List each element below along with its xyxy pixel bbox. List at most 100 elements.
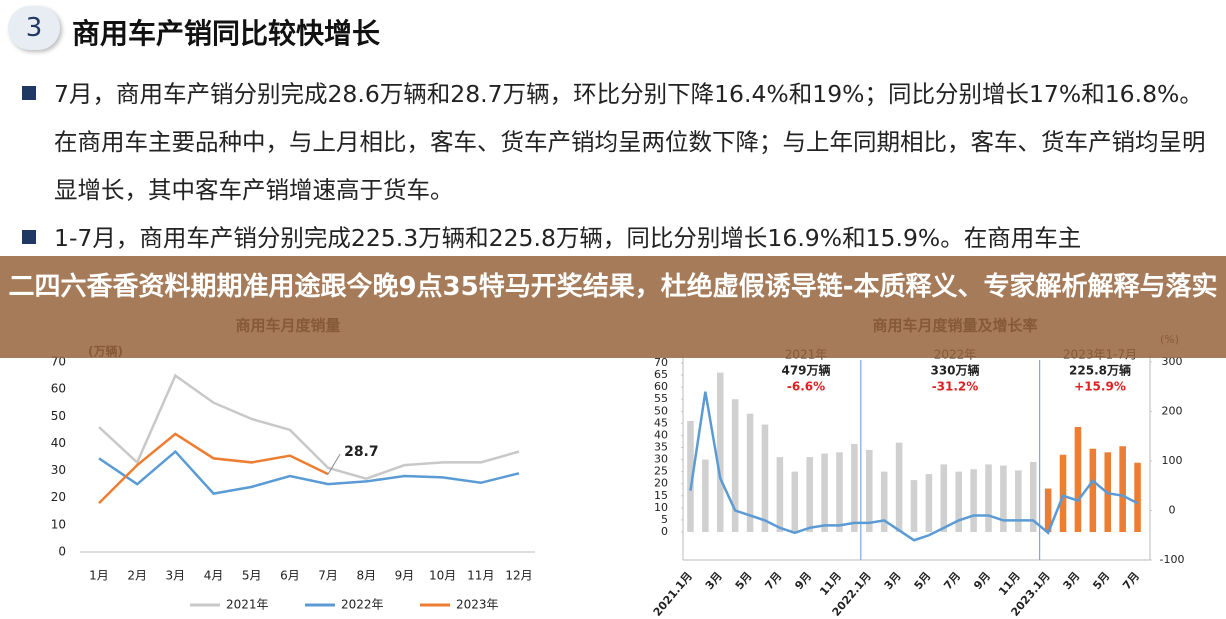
bar — [940, 464, 948, 532]
x-tick-label: 3月 — [703, 570, 725, 593]
bar — [955, 471, 962, 532]
bar — [806, 457, 813, 532]
x-tick-label: 3月 — [1061, 570, 1083, 593]
leader-line — [327, 453, 341, 475]
bullet-text: 1-7月，商用车产销分别完成225.3万辆和225.8万辆，同比分别增长16.9… — [54, 224, 1082, 252]
x-tick-label: 7月 — [318, 569, 338, 583]
y-tick-label: 5 — [661, 513, 668, 526]
y-tick-label: 65 — [654, 368, 668, 381]
bullet: 7月，商用车产销分别完成28.6万辆和28.7万辆，环比分别下降16.4%和19… — [22, 70, 1212, 214]
bar — [910, 480, 918, 532]
x-tick-label: 5月 — [733, 570, 755, 593]
annotation: -6.6% — [787, 380, 825, 394]
section-title: 商用车产销同比较快增长 — [72, 17, 381, 50]
bar — [821, 453, 828, 532]
bullet-text: 7月，商用车产销分别完成28.6万辆和28.7万辆，环比分别下降16.4%和19… — [54, 80, 1206, 204]
bar — [1015, 470, 1022, 532]
bar — [880, 471, 888, 532]
y-tick-label: 25 — [654, 465, 668, 478]
bar — [1044, 488, 1052, 532]
x-tick-label: 3月 — [882, 570, 904, 593]
bar — [687, 420, 694, 532]
bullet-marker — [22, 86, 36, 100]
bar — [776, 457, 784, 532]
x-tick-label: 4月 — [204, 569, 224, 583]
legend-label: 2022年 — [341, 598, 384, 612]
legend-label: 2023年 — [456, 598, 499, 612]
bar — [836, 452, 843, 532]
bar — [791, 471, 799, 532]
x-tick-label: 11月 — [996, 570, 1023, 599]
bar — [1119, 446, 1126, 532]
bullet-marker — [22, 230, 36, 244]
bar — [925, 474, 933, 532]
y-tick-label: 60 — [654, 380, 668, 393]
bar — [1000, 465, 1007, 532]
annotation: -31.2% — [932, 380, 979, 394]
annotation: 28.7 — [344, 444, 379, 460]
x-tick-label: 5月 — [242, 569, 262, 583]
x-tick-label: 3月 — [166, 569, 186, 583]
annotation: 479万辆 — [781, 363, 830, 378]
bar — [1059, 454, 1067, 532]
series-line — [98, 373, 520, 481]
y2-tick-label: 0 — [1169, 504, 1176, 517]
x-tick-label: 5月 — [1090, 570, 1112, 593]
y-tick-label: 70 — [654, 356, 668, 369]
y-tick-label: 30 — [51, 463, 66, 477]
bar — [1074, 426, 1082, 532]
bar — [731, 399, 739, 532]
annotation: +15.9% — [1074, 380, 1126, 394]
y2-tick-label: -100 — [1160, 553, 1185, 566]
x-tick-label: 2月 — [127, 569, 147, 583]
series-line — [98, 449, 520, 495]
x-tick-label: 10月 — [429, 569, 456, 583]
bullet: 1-7月，商用车产销分别完成225.3万辆和225.8万辆，同比分别增长16.9… — [22, 214, 1212, 262]
x-tick-label: 9月 — [971, 570, 993, 593]
bar — [1134, 462, 1141, 532]
x-tick-label: 1月 — [89, 569, 109, 583]
y2-tick-label: 300 — [1162, 355, 1183, 368]
x-tick-label: 11月 — [467, 569, 494, 583]
y-tick-label: 45 — [654, 416, 668, 429]
x-tick-label: 5月 — [912, 570, 934, 593]
y-tick-label: 20 — [654, 477, 668, 490]
y-tick-label: 40 — [51, 436, 66, 450]
x-tick-label: 7月 — [763, 570, 785, 593]
y-tick-label: 55 — [654, 392, 668, 405]
x-tick-label: 2021.1月 — [651, 570, 695, 619]
bar — [970, 469, 977, 532]
y-tick-label: 0 — [58, 545, 66, 559]
x-tick-label: 11月 — [817, 570, 844, 599]
y-tick-label: 40 — [654, 428, 668, 441]
bar — [702, 459, 709, 532]
y-tick-label: 15 — [654, 489, 668, 502]
x-tick-label: 12月 — [505, 569, 532, 583]
x-tick-label: 7月 — [941, 570, 963, 593]
y-tick-label: 30 — [654, 453, 668, 466]
legend-label: 2021年 — [226, 598, 269, 612]
x-tick-label: 9月 — [395, 569, 415, 583]
bar — [761, 424, 769, 532]
bar — [1029, 461, 1037, 532]
y-tick-label: 60 — [51, 382, 66, 396]
bar — [895, 442, 903, 532]
y-tick-label: 70 — [51, 355, 66, 369]
y-tick-label: 20 — [51, 490, 66, 504]
bar — [716, 372, 724, 532]
x-tick-label: 8月 — [356, 569, 376, 583]
y-tick-label: 0 — [661, 525, 668, 538]
banner: 二四六香香资料期期准用途跟今晚9点35特马开奖结果，杜绝虚假诱导链-本质释义、专… — [0, 256, 1226, 358]
y-tick-label: 50 — [51, 409, 66, 423]
y2-tick-label: 100 — [1162, 454, 1183, 467]
bar — [1089, 448, 1097, 532]
x-tick-label: 9月 — [792, 570, 814, 593]
bar — [851, 443, 858, 532]
y-tick-label: 35 — [654, 441, 668, 454]
section-number: 3 — [8, 6, 60, 50]
annotation: 330万辆 — [930, 363, 979, 378]
annotation: 225.8万辆 — [1069, 363, 1131, 378]
growth-line — [689, 391, 1139, 542]
y-tick-label: 10 — [654, 501, 668, 514]
